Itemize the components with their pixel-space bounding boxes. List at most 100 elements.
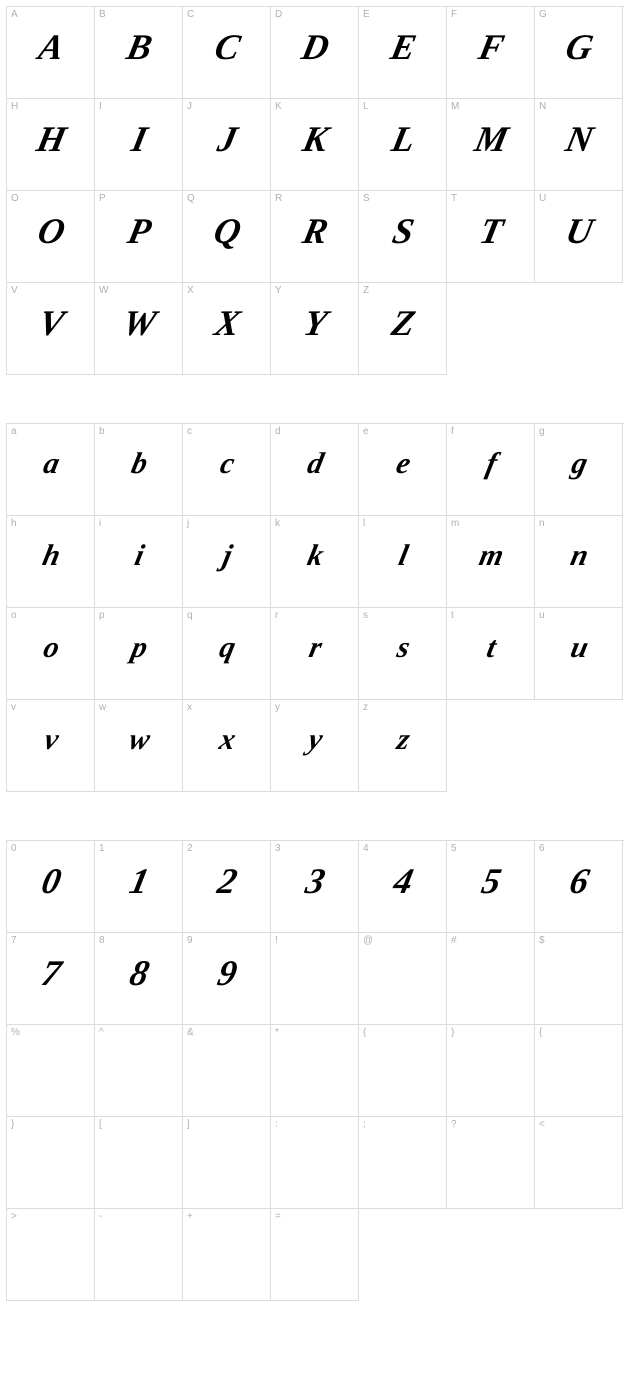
cell-key-label: 9 [187,935,193,946]
char-cell: tt [447,608,535,700]
cell-glyph: J [214,121,239,157]
char-cell: 77 [7,933,95,1025]
char-cell: < [535,1117,623,1209]
cell-key-label: 2 [187,843,193,854]
cell-glyph: Y [300,305,329,341]
cell-glyph: h [39,541,61,571]
cell-key-label: @ [363,935,373,946]
cell-key-label: r [275,610,278,621]
char-cell: oo [7,608,95,700]
cell-glyph: W [119,305,158,341]
cell-key-label: ^ [99,1027,104,1038]
cell-key-label: ! [275,935,278,946]
char-cell: SS [359,191,447,283]
cell-key-label: ; [363,1119,366,1130]
cell-key-label: = [275,1211,281,1222]
filler-cell [447,1209,535,1301]
cell-key-label: d [275,426,281,437]
char-cell: ^ [95,1025,183,1117]
cell-glyph: y [305,725,324,755]
cell-key-label: < [539,1119,545,1130]
char-cell: zz [359,700,447,792]
char-cell: ll [359,516,447,608]
cell-glyph: w [126,725,151,755]
cell-glyph: B [123,29,154,65]
cell-key-label: p [99,610,105,621]
cell-key-label: m [451,518,459,529]
cell-key-label: V [11,285,18,296]
cell-glyph: l [396,541,410,571]
char-cell: hh [7,516,95,608]
cell-glyph: D [298,29,331,65]
cell-key-label: 1 [99,843,105,854]
cell-key-label: { [539,1027,542,1038]
char-cell: 33 [271,841,359,933]
cell-key-label: P [99,193,106,204]
char-cell: rr [271,608,359,700]
cell-glyph: I [128,121,149,157]
char-cell: UU [535,191,623,283]
cell-glyph: X [211,305,242,341]
cell-glyph: t [484,633,498,663]
cell-key-label: w [99,702,106,713]
cell-key-label: e [363,426,369,437]
char-cell: 22 [183,841,271,933]
cell-key-label: W [99,285,108,296]
char-cell: GG [535,7,623,99]
cell-glyph: c [217,449,236,479]
charmap-wrap: AABBCCDDEEFFGGHHIIJJKKLLMMNNOOPPQQRRSSTT… [0,0,640,1369]
char-cell: ff [447,424,535,516]
cell-key-label: [ [99,1119,102,1130]
cell-glyph: E [387,29,418,65]
grid-lowercase: aabbccddeeffgghhiijjkkllmmnnooppqqrrsstt… [6,423,624,792]
char-cell: 88 [95,933,183,1025]
cell-glyph: f [483,449,498,479]
cell-glyph: V [35,305,66,341]
cell-key-label: g [539,426,545,437]
cell-glyph: v [41,725,60,755]
filler-cell [535,700,623,792]
cell-glyph: H [33,121,68,157]
cell-glyph: U [562,213,595,249]
char-cell: xx [183,700,271,792]
cell-key-label: ) [451,1027,454,1038]
cell-key-label: E [363,9,370,20]
cell-glyph: a [40,449,60,479]
cell-key-label: H [11,101,18,112]
grid-uppercase: AABBCCDDEEFFGGHHIIJJKKLLMMNNOOPPQQRRSSTT… [6,6,624,375]
cell-glyph: r [306,633,323,663]
cell-key-label: v [11,702,16,713]
cell-key-label: $ [539,935,545,946]
cell-key-label: * [275,1027,279,1038]
char-cell: uu [535,608,623,700]
char-cell: dd [271,424,359,516]
cell-key-label: 8 [99,935,105,946]
filler-cell [447,283,535,375]
cell-key-label: 4 [363,843,369,854]
char-cell: = [271,1209,359,1301]
char-cell: > [7,1209,95,1301]
cell-key-label: 5 [451,843,457,854]
char-cell: kk [271,516,359,608]
cell-key-label: o [11,610,17,621]
char-cell: yy [271,700,359,792]
cell-key-label: Q [187,193,195,204]
cell-key-label: S [363,193,370,204]
cell-key-label: ] [187,1119,190,1130]
char-cell: ii [95,516,183,608]
cell-key-label: 7 [11,935,17,946]
cell-glyph: n [567,541,589,571]
cell-glyph: P [124,213,153,249]
cell-glyph: A [35,29,66,65]
cell-key-label: } [11,1119,14,1130]
char-cell: CC [183,7,271,99]
cell-key-label: M [451,101,459,112]
cell-glyph: 2 [214,863,239,899]
char-cell: $ [535,933,623,1025]
cell-key-label: G [539,9,547,20]
cell-glyph: x [216,725,236,755]
char-cell: ZZ [359,283,447,375]
char-cell: 00 [7,841,95,933]
cell-key-label: l [363,518,365,529]
cell-glyph: 7 [38,955,63,991]
